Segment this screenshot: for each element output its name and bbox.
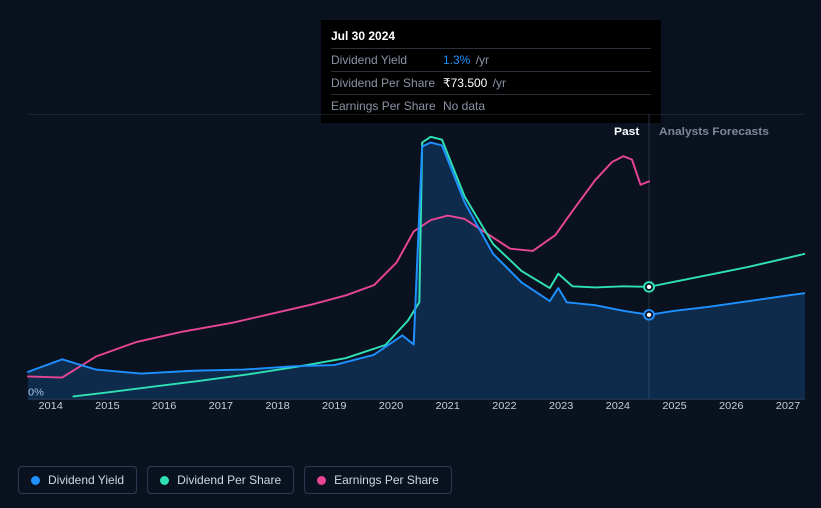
chart-tooltip: Jul 30 2024 Dividend Yield1.3% /yrDivide… [321,20,661,123]
tooltip-row-label: Dividend Yield [331,53,443,67]
tooltip-rows: Dividend Yield1.3% /yrDividend Per Share… [331,48,651,117]
tooltip-row-label: Earnings Per Share [331,99,443,113]
tooltip-date: Jul 30 2024 [331,26,651,48]
chart-svg: 5.0%0%PastAnalysts Forecasts201420152016… [18,114,805,424]
legend-item-dyield[interactable]: Dividend Yield [18,466,137,494]
tooltip-row: Dividend Per Share₹73.500 /yr [331,71,651,94]
x-axis-label: 2021 [435,400,459,412]
tooltip-row-value: ₹73.500 /yr [443,76,506,90]
x-axis-label: 2017 [209,400,233,412]
legend-dot-icon [31,476,40,485]
marker-dps [644,282,654,292]
x-axis-label: 2025 [662,400,686,412]
chart-legend: Dividend Yield Dividend Per Share Earnings… [18,466,452,494]
tooltip-row-value: 1.3% /yr [443,53,489,67]
x-axis-label: 2016 [152,400,176,412]
legend-item-dps[interactable]: Dividend Per Share [147,466,294,494]
tooltip-row-nodata: No data [443,99,485,113]
legend-dot-icon [160,476,169,485]
tooltip-row: Dividend Yield1.3% /yr [331,48,651,71]
x-axis-label: 2014 [38,400,62,412]
forecast-label: Analysts Forecasts [659,125,769,138]
past-label: Past [614,125,639,138]
legend-dot-icon [317,476,326,485]
legend-label: Dividend Yield [48,473,124,487]
x-axis-label: 2020 [379,400,403,412]
x-axis-label: 2023 [549,400,573,412]
x-axis-label: 2019 [322,400,346,412]
x-axis-label: 2027 [776,400,800,412]
x-axis-label: 2015 [95,400,119,412]
x-axis-label: 2018 [265,400,289,412]
legend-item-eps[interactable]: Earnings Per Share [304,466,452,494]
x-axis-label: 2026 [719,400,743,412]
x-axis-label: 2024 [606,400,630,412]
dividend-chart[interactable]: 5.0%0%PastAnalysts Forecasts201420152016… [18,114,805,424]
x-axis-label: 2022 [492,400,516,412]
legend-label: Earnings Per Share [334,473,439,487]
legend-label: Dividend Per Share [177,473,281,487]
tooltip-row-label: Dividend Per Share [331,76,443,90]
marker-dyield [644,310,654,320]
